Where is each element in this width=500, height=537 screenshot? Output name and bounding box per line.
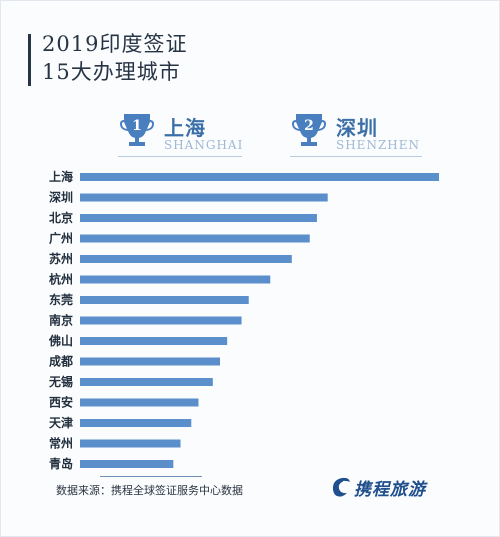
title-line-1: 2019印度签证 <box>42 32 188 56</box>
bar <box>80 275 271 284</box>
ctrip-logo: 携程旅游 <box>330 474 460 500</box>
category-label: 天津 <box>49 415 73 430</box>
category-label: 上海 <box>49 169 73 184</box>
bar <box>80 173 439 181</box>
bar <box>80 398 199 407</box>
rank-underline <box>118 156 242 157</box>
bar <box>80 357 221 366</box>
rank-city-pinyin: SHENZHEN <box>336 138 421 152</box>
rank-1-block: 1 上海 SHANGHAI <box>118 110 248 160</box>
category-label: 北京 <box>49 210 73 225</box>
rank-2-block: 2 深圳 SHENZHEN <box>290 110 430 160</box>
logo-text: 携程旅游 <box>354 480 426 500</box>
bar <box>80 378 213 386</box>
title-line-2: 15大办理城市 <box>42 60 181 84</box>
rank-number: 2 <box>304 118 314 134</box>
category-label: 常州 <box>49 436 73 451</box>
bar <box>80 255 292 263</box>
rank-underline <box>290 156 422 157</box>
category-label: 无锡 <box>48 374 73 389</box>
bar <box>80 439 181 448</box>
bar <box>80 234 310 243</box>
category-label: 杭州 <box>49 272 73 287</box>
source-note: 数据来源：携程全球签证服务中心数据 <box>56 484 243 497</box>
bar <box>80 460 174 468</box>
category-label: 深圳 <box>49 190 73 205</box>
bar <box>80 296 249 304</box>
trophy-icon: 1 <box>120 114 154 146</box>
rank-city-pinyin: SHANGHAI <box>164 138 244 152</box>
category-label: 西安 <box>49 395 73 410</box>
category-label: 广州 <box>49 231 73 246</box>
source-divider <box>100 476 202 477</box>
dolphin-logo-icon <box>332 477 350 497</box>
bar <box>80 419 192 427</box>
trophy-icon: 2 <box>292 114 326 146</box>
bar <box>80 214 317 222</box>
category-label: 苏州 <box>49 251 73 266</box>
title-accent-bar <box>28 34 31 86</box>
rank-number: 1 <box>132 118 142 134</box>
category-label: 东莞 <box>49 292 73 307</box>
category-label: 青岛 <box>49 456 73 471</box>
bar <box>80 337 228 345</box>
bar <box>80 316 242 325</box>
rank-city-name: 深圳 <box>336 116 378 140</box>
category-label: 佛山 <box>48 333 73 348</box>
rank-city-name: 上海 <box>164 116 206 140</box>
category-label: 南京 <box>49 313 73 328</box>
category-label: 成都 <box>49 354 73 369</box>
page-title: 2019印度签证 15大办理城市 <box>42 30 187 86</box>
bar <box>80 193 328 202</box>
